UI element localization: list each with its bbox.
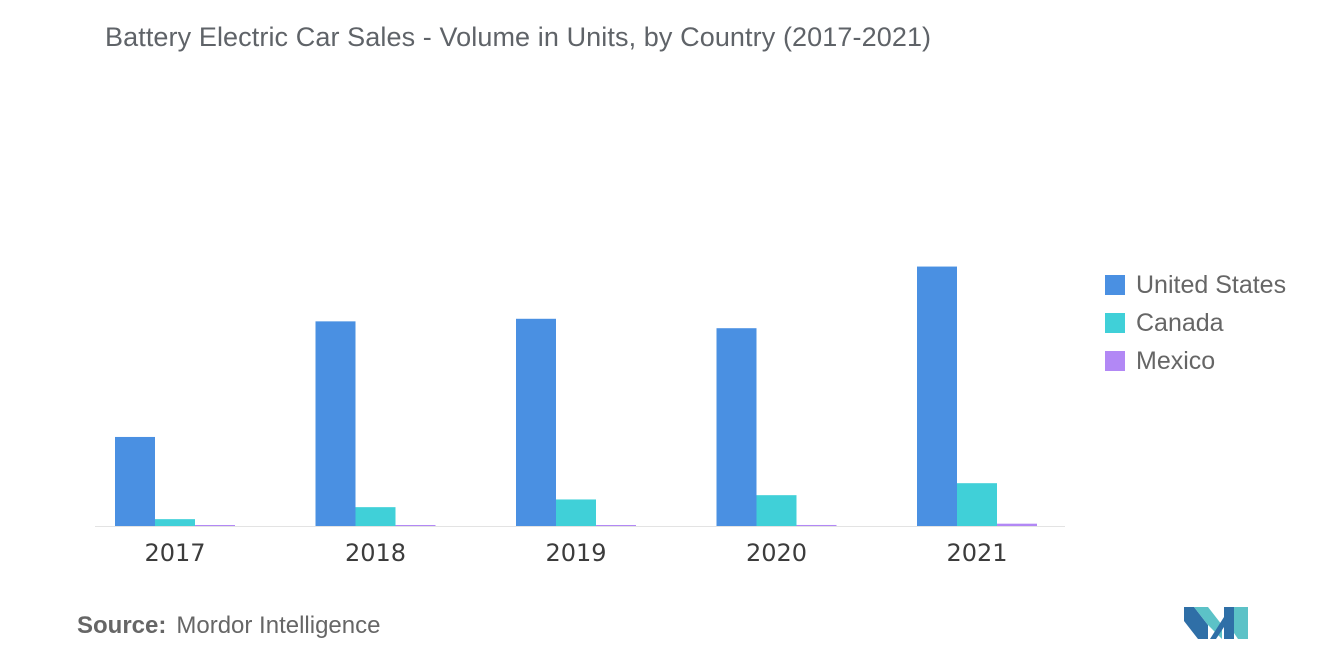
legend-swatch-canada <box>1105 313 1125 333</box>
legend-item-canada[interactable]: Canada <box>1105 304 1286 342</box>
bar-mexico-2019[interactable] <box>596 525 636 526</box>
legend-label-canada: Canada <box>1136 308 1224 337</box>
source-text: Mordor Intelligence <box>176 612 381 639</box>
legend-item-united-states[interactable]: United States <box>1105 266 1286 304</box>
x-tick-label-2021: 2021 <box>946 539 1007 567</box>
legend-swatch-mexico <box>1105 351 1125 371</box>
source-line: Source: Mordor Intelligence <box>77 612 380 640</box>
bar-mexico-2020[interactable] <box>796 524 837 526</box>
legend-item-mexico[interactable]: Mexico <box>1105 342 1286 380</box>
x-tick-label-2019: 2019 <box>545 539 606 567</box>
legend-label-united-states: United States <box>1136 270 1287 299</box>
chart-title: Battery Electric Car Sales - Volume in U… <box>105 22 932 52</box>
bar-canada-2021[interactable] <box>957 483 997 526</box>
bar-canada-2020[interactable] <box>756 495 797 526</box>
mordor-intelligence-logo-icon <box>1184 607 1248 639</box>
x-tick-label-2020: 2020 <box>746 539 807 567</box>
x-tick-label-2017: 2017 <box>144 539 205 567</box>
bar-canada-2017[interactable] <box>155 519 195 526</box>
bar-mexico-2018[interactable] <box>395 525 436 526</box>
legend-label-mexico: Mexico <box>1136 346 1216 375</box>
x-tick-labels: 2017 2018 2019 2020 2021 <box>144 539 1007 567</box>
legend-swatch-united-states <box>1105 275 1125 295</box>
source-label: Source: <box>77 612 167 639</box>
bar-united-states-2017[interactable] <box>115 436 155 526</box>
x-tick-label-2018: 2018 <box>345 539 406 567</box>
bar-mexico-2021[interactable] <box>997 523 1037 526</box>
bar-united-states-2019[interactable] <box>516 318 556 526</box>
bar-united-states-2021[interactable] <box>917 266 957 526</box>
bar-united-states-2018[interactable] <box>315 321 356 526</box>
bar-canada-2018[interactable] <box>355 507 396 526</box>
bar-mexico-2017[interactable] <box>195 525 235 526</box>
legend: United States Canada Mexico <box>1105 266 1286 380</box>
bar-canada-2019[interactable] <box>556 499 596 526</box>
bar-united-states-2020[interactable] <box>716 328 757 526</box>
bars-group <box>115 266 1037 526</box>
